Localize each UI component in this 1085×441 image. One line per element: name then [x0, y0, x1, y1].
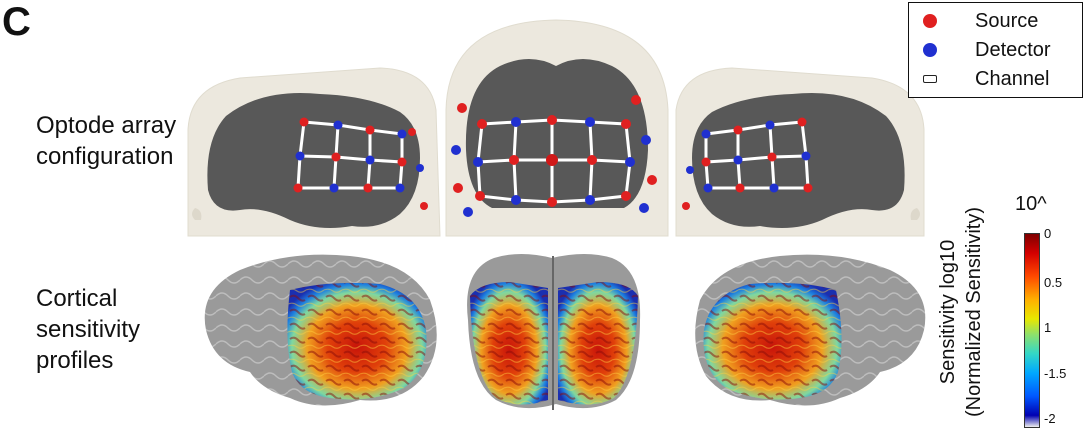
colorbar-tick: 0.5: [1044, 275, 1063, 290]
head-left-view: [187, 67, 441, 237]
blue-dot-icon: [923, 43, 937, 57]
brain-back-view: [467, 254, 641, 410]
optode-label-line-1: Optode array: [36, 112, 177, 139]
colorbar-gradient: [1024, 233, 1040, 428]
colorbar-axis-line-2: (Normalized Sensitivity): [963, 206, 985, 418]
legend-item-channel: Channel: [923, 67, 1050, 91]
head-back-view: [445, 19, 669, 237]
white-rect-icon: [923, 75, 937, 83]
optode-array-label: Optode array configuration: [36, 110, 176, 172]
colorbar-tick: 0: [1044, 226, 1052, 241]
panel-letter: C: [2, 0, 31, 44]
legend-label-detector: Detector: [975, 38, 1051, 61]
legend-label-channel: Channel: [975, 67, 1050, 90]
cortical-label-line-1: Cortical: [36, 285, 118, 312]
brain-left-view: [204, 254, 437, 406]
colorbar-tick: -2: [1044, 411, 1056, 426]
legend-item-detector: Detector: [923, 38, 1051, 62]
colorbar-axis-line-1: Sensitivity log10: [937, 239, 959, 385]
legend-item-source: Source: [923, 9, 1038, 33]
legend-label-source: Source: [975, 9, 1039, 32]
optodes-back: [451, 95, 657, 217]
colorbar-title: 10^: [1015, 193, 1047, 215]
colorbar-axis-label: Sensitivity log10 (Normalized Sensitivit…: [935, 187, 987, 437]
red-dot-icon: [923, 14, 937, 28]
head-right-view: [675, 67, 925, 237]
cortical-label-line-3: profiles: [36, 347, 114, 374]
cortical-label-line-2: sensitivity: [36, 316, 141, 343]
cortical-sensitivity-label: Cortical sensitivity profiles: [36, 283, 140, 376]
optode-label-line-2: configuration: [36, 143, 174, 170]
colorbar-tick: -1.5: [1044, 366, 1067, 381]
optodes-right: [682, 117, 813, 210]
colorbar-tick: 1: [1044, 320, 1052, 335]
brain-right-view: [695, 254, 926, 406]
legend-box: Source Detector Channel: [908, 2, 1083, 98]
optodes-left: [293, 117, 428, 210]
